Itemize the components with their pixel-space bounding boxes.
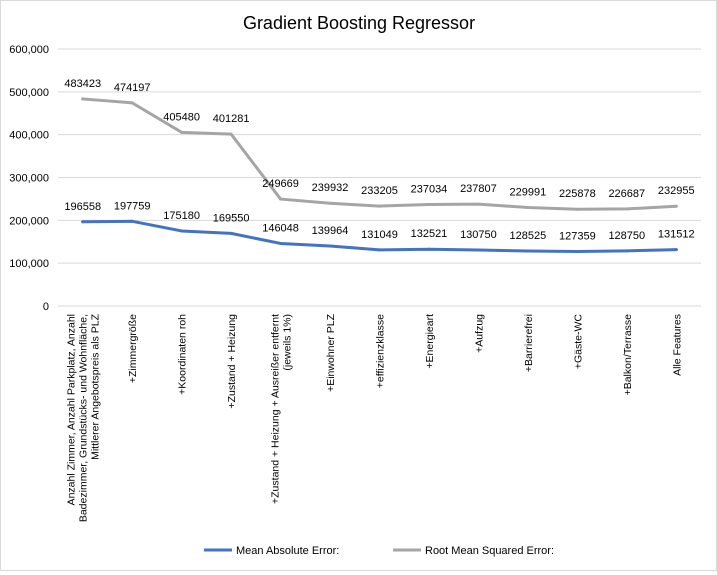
data-point [378,204,381,208]
data-label: 474197 [114,82,151,94]
x-tick-label: +Gäste-WC [572,314,584,370]
data-point [279,197,283,201]
legend-item: Root Mean Squared Error: [393,545,554,557]
legend-item: Mean Absolute Error: [204,545,339,557]
data-point [575,207,579,211]
data-label: 196558 [64,201,101,213]
x-tick-label: +effizienzklasse [375,314,387,388]
series-layer [81,97,678,253]
data-label: 128750 [608,230,645,242]
data-point [427,202,431,206]
x-axis: Anzahl Zimmer, Anzahl Parkplatz, AnzahlB… [66,313,684,522]
data-label: 239932 [312,182,349,194]
data-label: 405480 [163,111,200,123]
data-point [476,248,480,252]
x-tick-label: +Zustand + Heizung + Ausreißer entfernt(… [270,314,294,504]
data-point [526,249,530,253]
data-label: 197759 [114,200,151,212]
data-point [130,219,134,223]
x-tick-label: +Koordinaten roh [177,314,189,395]
y-tick-label: 600,000 [9,44,49,56]
data-point [81,220,85,224]
data-point [180,130,184,134]
y-tick-label: 0 [43,301,49,313]
x-tick-label: Alle Features [671,314,683,376]
data-label: 232955 [658,185,695,197]
legend-label: Root Mean Squared Error: [425,545,554,557]
data-label: 130750 [460,229,497,241]
data-point [674,204,678,208]
data-label: 483423 [64,78,101,90]
x-tick-label: +Barrierefrei [523,314,535,372]
data-label: 128525 [510,230,547,242]
data-point [130,101,134,105]
y-tick-label: 500,000 [9,87,49,99]
data-label: 175180 [163,210,200,222]
data-point [427,247,431,251]
data-point [279,241,283,245]
data-labels: 196558 197759 175180 169550 146048 139964 1310… [64,78,694,243]
data-label: 229991 [510,186,547,198]
data-point [575,249,579,253]
x-tick-label: +Einwohner PLZ [325,313,337,392]
x-tick-label: +Energieart [424,314,436,369]
legend: Mean Absolute Error: Root Mean Squared Er… [204,545,554,557]
data-label: 233205 [361,185,398,197]
data-label: 249669 [262,178,299,190]
legend-label: Mean Absolute Error: [236,545,339,557]
data-point [81,97,85,101]
data-point [625,249,629,253]
data-label: 146048 [262,222,299,234]
data-label: 237807 [460,183,497,195]
data-point [229,132,233,136]
x-tick-label: Anzahl Zimmer, Anzahl Parkplatz, AnzahlB… [66,313,102,522]
y-axis: 0 100,000 200,000 300,000 400,000 500,000 600,… [9,44,49,313]
data-label: 139964 [312,225,349,237]
x-tick-label: +Aufzug [473,314,485,353]
x-tick-label: +Zustand + Heizung [226,314,238,409]
data-point [328,201,332,205]
data-point [229,231,233,235]
data-label: 131049 [361,229,398,241]
y-tick-label: 100,000 [9,258,49,270]
y-tick-label: 400,000 [9,130,49,142]
x-tick-label: +Balkon/Terrasse [622,314,634,396]
data-point [476,202,480,206]
data-label: 131512 [658,229,695,241]
x-tick-label: +Zimmergröße [127,314,139,383]
data-point [674,248,678,252]
data-label: 237034 [411,183,448,195]
data-label: 226687 [608,188,645,200]
grid [58,48,701,307]
y-tick-label: 300,000 [9,173,49,185]
data-point [625,207,629,211]
data-point [328,244,332,248]
data-label: 225878 [559,188,596,200]
y-tick-label: 200,000 [9,215,49,227]
data-label: 169550 [213,212,250,224]
data-label: 401281 [213,113,250,125]
data-point [180,229,184,233]
data-point [526,205,530,209]
data-label: 132521 [411,228,448,240]
data-point [378,248,381,252]
chart-title: Gradient Boosting Regressor [243,13,475,33]
data-label: 127359 [559,230,596,242]
